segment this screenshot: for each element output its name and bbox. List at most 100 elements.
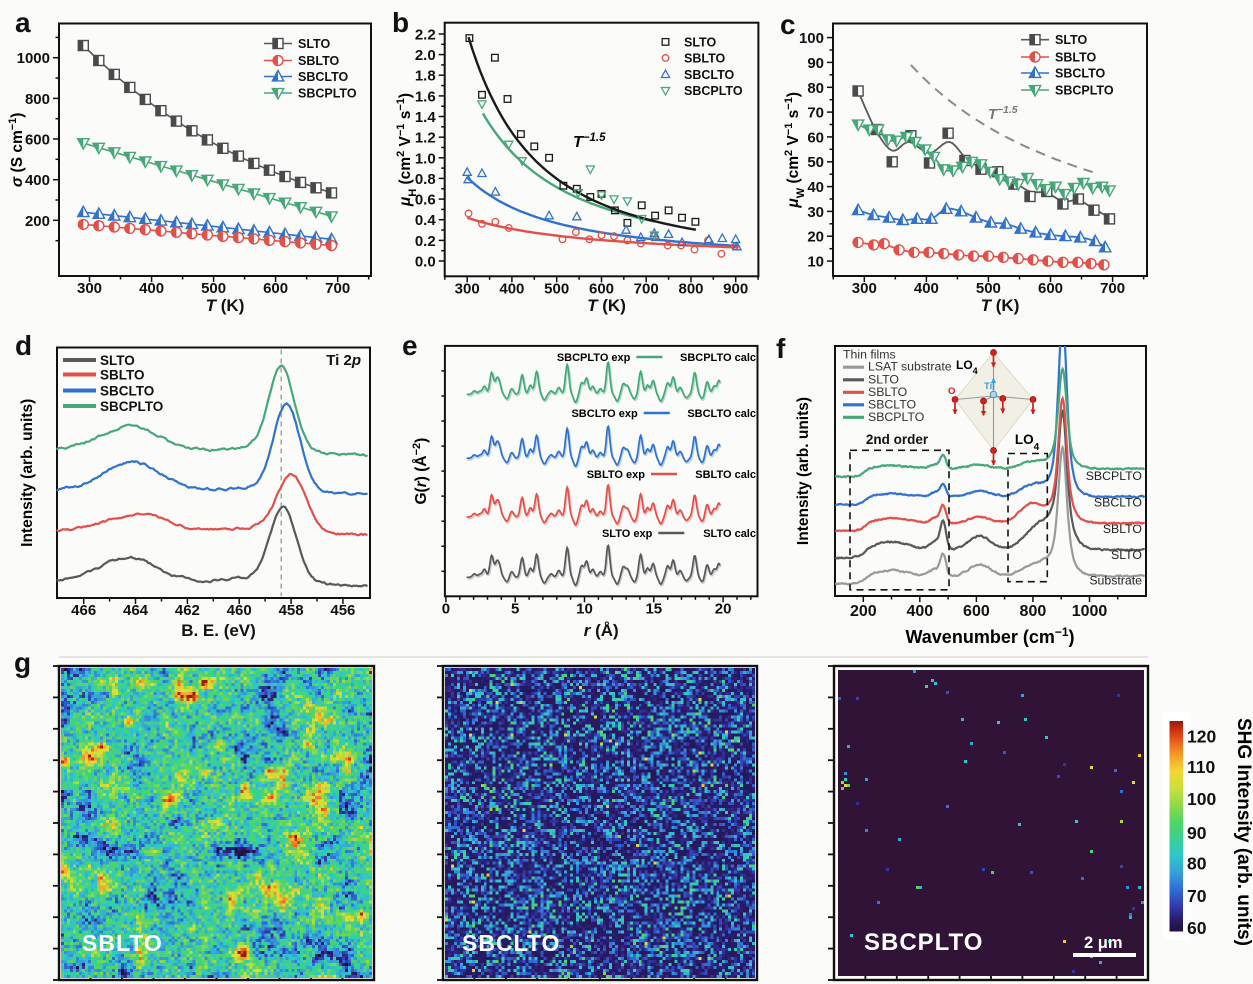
svg-text:SBLTO calc: SBLTO calc: [695, 469, 756, 481]
svg-text:Ti: Ti: [984, 381, 992, 392]
svg-text:g: g: [14, 647, 31, 678]
svg-text:SBCPLTO: SBCPLTO: [1086, 469, 1142, 483]
svg-text:d: d: [15, 330, 32, 361]
svg-text:20: 20: [807, 229, 824, 246]
svg-text:600: 600: [263, 280, 288, 297]
svg-text:1.4: 1.4: [415, 109, 437, 126]
svg-text:120: 120: [1187, 727, 1216, 747]
svg-text:SBCLTO: SBCLTO: [684, 68, 735, 82]
svg-text:0.0: 0.0: [415, 254, 436, 271]
svg-text:1000: 1000: [1072, 603, 1108, 620]
svg-text:SBCLTO: SBCLTO: [298, 70, 349, 84]
svg-text:SBCLTO calc: SBCLTO calc: [687, 408, 756, 420]
svg-text:10: 10: [807, 254, 824, 271]
svg-text:40: 40: [807, 179, 824, 196]
svg-text:r (Å): r (Å): [584, 621, 619, 640]
svg-text:90: 90: [1187, 823, 1207, 843]
svg-text:100: 100: [799, 30, 824, 47]
svg-text:800: 800: [1020, 603, 1047, 620]
svg-text:0.6: 0.6: [415, 192, 436, 209]
svg-text:90: 90: [807, 55, 824, 72]
svg-text:SBCPLTO: SBCPLTO: [1055, 84, 1114, 98]
svg-text:μW (cm2 V−1 s−1): μW (cm2 V−1 s−1): [783, 92, 807, 209]
svg-text:SBCLTO: SBCLTO: [1094, 496, 1142, 510]
svg-text:0.4: 0.4: [415, 212, 437, 229]
svg-text:0: 0: [442, 600, 450, 617]
svg-text:60: 60: [1187, 918, 1207, 938]
svg-text:SBCPLTO: SBCPLTO: [684, 84, 743, 98]
svg-text:500: 500: [976, 280, 1001, 297]
svg-text:Intensity (arb. units): Intensity (arb. units): [795, 397, 812, 545]
svg-text:300: 300: [455, 280, 480, 297]
svg-text:15: 15: [645, 600, 662, 617]
svg-text:200: 200: [25, 213, 50, 230]
svg-text:SLTO: SLTO: [868, 372, 899, 386]
svg-text:SBLTO: SBLTO: [684, 52, 725, 66]
svg-text:T (K): T (K): [206, 296, 245, 315]
svg-text:462: 462: [175, 602, 200, 619]
svg-text:SBLTO: SBLTO: [1055, 51, 1096, 65]
svg-text:Ti 2p: Ti 2p: [326, 352, 361, 369]
svg-text:800: 800: [678, 280, 703, 297]
svg-text:LO4: LO4: [1015, 432, 1040, 453]
svg-text:a: a: [15, 7, 31, 38]
svg-text:0.2: 0.2: [415, 233, 436, 250]
svg-text:SBCPLTO: SBCPLTO: [100, 399, 163, 414]
svg-text:80: 80: [807, 80, 824, 97]
svg-text:600: 600: [1038, 280, 1063, 297]
svg-text:600: 600: [25, 132, 50, 149]
svg-text:1.0: 1.0: [415, 150, 436, 167]
svg-text:70: 70: [807, 105, 824, 122]
svg-text:700: 700: [1100, 280, 1125, 297]
svg-text:Substrate: Substrate: [1089, 574, 1142, 588]
svg-text:c: c: [780, 9, 796, 40]
svg-text:SLTO: SLTO: [1111, 548, 1142, 562]
svg-text:O: O: [948, 386, 955, 397]
svg-text:B. E. (eV): B. E. (eV): [181, 621, 256, 640]
svg-text:LSAT substrate: LSAT substrate: [868, 360, 952, 374]
svg-text:SBLTO: SBLTO: [100, 368, 145, 383]
svg-text:50: 50: [807, 154, 824, 171]
svg-text:200: 200: [850, 603, 877, 620]
svg-text:300: 300: [852, 280, 877, 297]
svg-text:1.8: 1.8: [415, 68, 436, 85]
svg-text:20: 20: [715, 600, 732, 617]
svg-text:Thin films: Thin films: [843, 348, 896, 362]
svg-text:SLTO exp: SLTO exp: [602, 528, 653, 540]
svg-text:30: 30: [807, 204, 824, 221]
svg-text:SBCPLTO: SBCPLTO: [298, 87, 357, 101]
svg-text:SBCLTO exp: SBCLTO exp: [571, 408, 637, 420]
svg-text:SLTO: SLTO: [1055, 33, 1087, 47]
svg-text:SLTO: SLTO: [684, 35, 716, 49]
svg-text:800: 800: [25, 91, 50, 108]
svg-text:500: 500: [201, 280, 226, 297]
svg-text:400: 400: [906, 603, 933, 620]
svg-text:60: 60: [807, 129, 824, 146]
svg-text:SLTO: SLTO: [100, 353, 135, 368]
svg-text:f: f: [776, 333, 786, 364]
svg-text:10: 10: [576, 600, 593, 617]
svg-text:G(r) (Å−2): G(r) (Å−2): [411, 438, 430, 505]
svg-text:SBCLTO: SBCLTO: [100, 384, 154, 399]
svg-text:1000: 1000: [17, 50, 50, 67]
svg-text:T−1.5: T−1.5: [573, 132, 606, 151]
svg-text:1.6: 1.6: [415, 88, 436, 105]
svg-text:σ (S cm−1): σ (S cm−1): [7, 113, 26, 188]
svg-text:460: 460: [227, 602, 252, 619]
svg-text:900: 900: [723, 280, 748, 297]
svg-text:80: 80: [1187, 854, 1207, 874]
svg-text:700: 700: [634, 280, 659, 297]
svg-text:400: 400: [499, 280, 524, 297]
svg-text:500: 500: [544, 280, 569, 297]
svg-text:SBCPLTO exp: SBCPLTO exp: [557, 352, 631, 364]
svg-text:1.2: 1.2: [415, 130, 436, 147]
svg-text:Intensity (arb. units): Intensity (arb. units): [19, 399, 36, 547]
svg-text:LO4: LO4: [956, 358, 978, 376]
svg-text:110: 110: [1187, 757, 1215, 777]
svg-text:T (K): T (K): [587, 296, 626, 315]
svg-text:466: 466: [71, 602, 96, 619]
svg-text:Wavenumber (cm−1): Wavenumber (cm−1): [905, 625, 1074, 647]
svg-text:456: 456: [330, 602, 355, 619]
svg-text:b: b: [392, 7, 409, 38]
svg-text:0.8: 0.8: [415, 171, 436, 188]
